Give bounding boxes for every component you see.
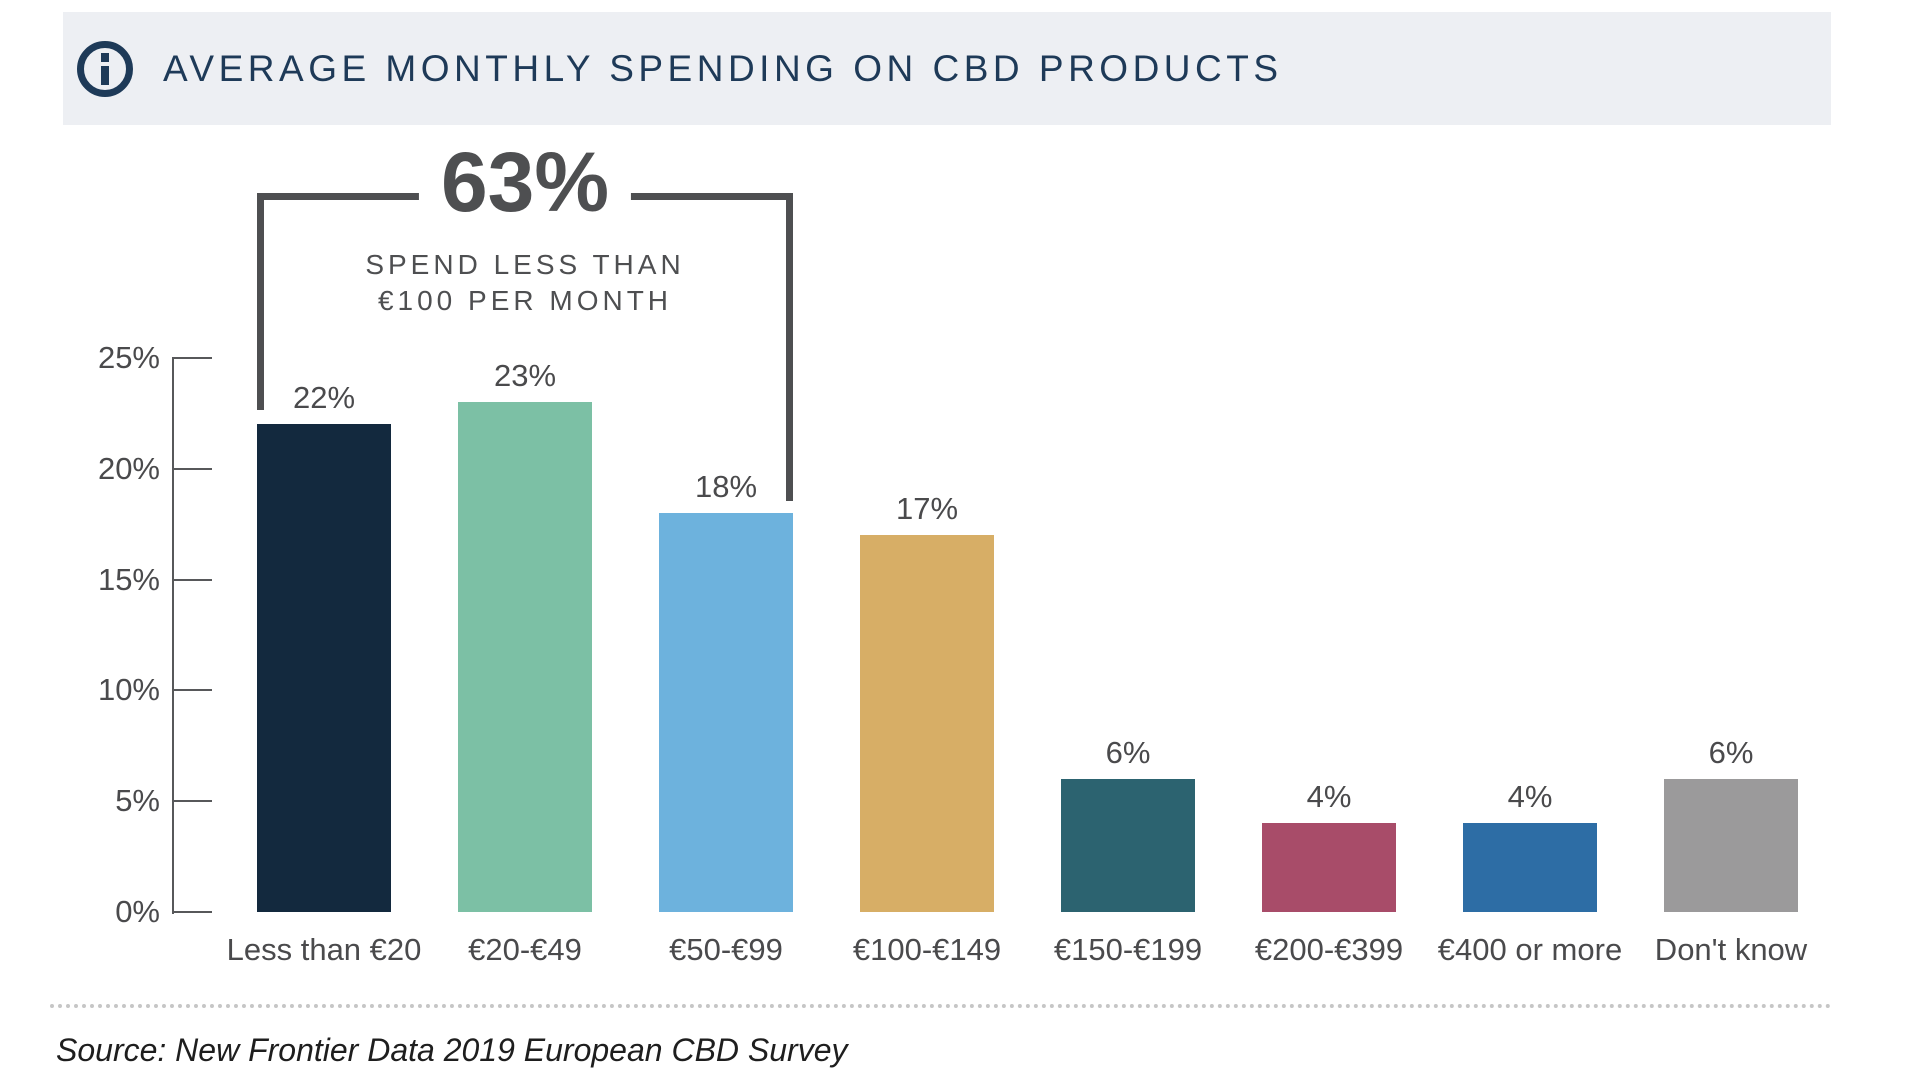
bar — [458, 402, 592, 912]
bar — [257, 424, 391, 912]
bar-value-label: 4% — [1306, 779, 1352, 815]
chart-title: AVERAGE MONTHLY SPENDING ON CBD PRODUCTS — [163, 47, 1283, 89]
source-text: Source: New Frontier Data 2019 European … — [56, 1032, 848, 1068]
y-axis-label: 10% — [97, 672, 160, 708]
bar — [1664, 779, 1798, 912]
bar-category-label: €100-€149 — [852, 932, 1002, 967]
dotted-divider — [50, 1004, 1832, 1008]
bracket-line-right — [786, 193, 793, 501]
bar — [1262, 823, 1396, 912]
y-axis-label: 15% — [97, 561, 160, 597]
bar — [1061, 779, 1195, 912]
annotation-caption-line1: SPEND LESS THAN — [365, 249, 685, 280]
bar-value-label: 6% — [1708, 735, 1754, 771]
y-axis-tick — [172, 800, 212, 803]
bar — [1463, 823, 1597, 912]
annotation-value: 63% — [418, 138, 632, 226]
y-axis-label: 20% — [97, 450, 160, 486]
bar-category-label: Don't know — [1654, 932, 1808, 967]
bar-value-label: 4% — [1507, 779, 1553, 815]
annotation-caption-line2: €100 PER MONTH — [377, 285, 673, 317]
info-icon-dot — [101, 52, 109, 62]
bar-value-label: 18% — [694, 469, 758, 505]
y-axis-tick — [172, 689, 212, 692]
y-axis-label: 25% — [97, 340, 160, 375]
bar-value-label: 23% — [493, 358, 557, 394]
bar-value-label: 6% — [1105, 735, 1151, 771]
bar-category-label: €200-€399 — [1254, 932, 1404, 967]
y-axis-line — [172, 358, 174, 914]
bar-category-label: €50-€99 — [669, 932, 783, 967]
bar-value-label: 22% — [292, 380, 356, 416]
y-axis-label: 5% — [115, 783, 160, 819]
chart-header: AVERAGE MONTHLY SPENDING ON CBD PRODUCTS — [63, 12, 1831, 125]
y-axis-tick — [172, 578, 212, 581]
bar-category-label: €150-€199 — [1053, 932, 1203, 967]
y-axis-tick — [172, 467, 212, 470]
annotation-caption: SPEND LESS THAN €100 PER MONTH — [365, 247, 684, 320]
bar-category-label: €400 or more — [1437, 932, 1623, 967]
info-icon-stem — [101, 65, 109, 85]
bar — [860, 535, 994, 912]
bar-category-label: €20-€49 — [468, 932, 582, 967]
bracket-line-left — [257, 193, 264, 410]
bar-value-label: 17% — [895, 491, 959, 527]
info-icon — [77, 40, 133, 97]
y-axis-tick — [172, 357, 212, 359]
bar-category-label: Less than €20 — [226, 932, 422, 967]
bar — [659, 513, 793, 912]
y-axis-label: 0% — [115, 894, 160, 929]
y-axis-tick — [172, 911, 212, 913]
